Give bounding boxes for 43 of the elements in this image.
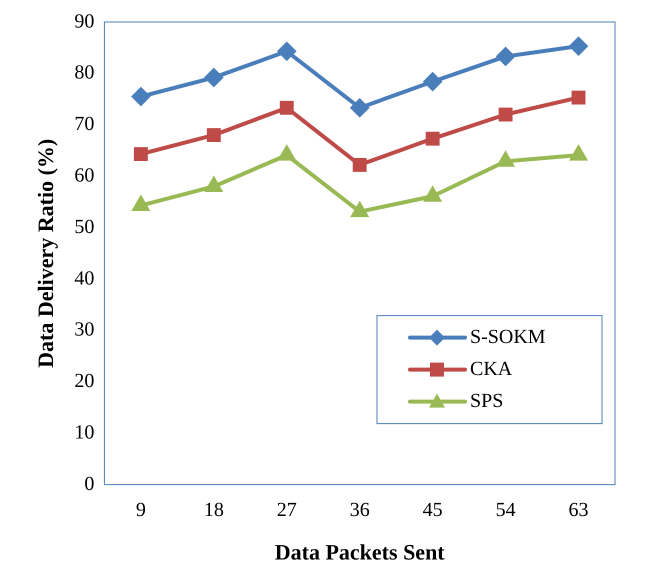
x-tick-label: 45 — [422, 498, 443, 521]
y-tick-label: 0 — [84, 472, 94, 495]
point — [426, 132, 440, 146]
point — [572, 90, 586, 105]
point — [206, 177, 222, 192]
point — [498, 108, 513, 122]
point — [132, 196, 149, 211]
y-tick-label: 10 — [74, 421, 94, 444]
point — [424, 72, 442, 91]
point — [498, 152, 514, 167]
y-tick-label: 70 — [74, 113, 94, 136]
x-tick-label: 36 — [350, 498, 370, 521]
y-tick-label: 90 — [74, 10, 94, 32]
point — [206, 128, 221, 142]
x-axis-title: Data Packets Sent — [274, 539, 446, 564]
x-tick-label: 9 — [136, 498, 146, 521]
point — [570, 37, 588, 56]
x-tick-label: 27 — [276, 498, 297, 521]
x-tick-label: 54 — [496, 498, 516, 521]
y-tick-label: 40 — [74, 267, 94, 290]
point — [132, 88, 150, 106]
legend-label: S-SOKM — [470, 326, 546, 348]
point — [352, 158, 367, 172]
legend-label: CKA — [470, 358, 513, 380]
point — [496, 47, 515, 66]
point — [424, 187, 441, 202]
point — [204, 68, 223, 87]
y-axis-title: Data Delivery Ratio (%) — [32, 138, 58, 368]
y-tick-label: 60 — [74, 164, 94, 186]
legend-label: SPS — [470, 390, 504, 412]
y-tick-label: 80 — [74, 62, 94, 84]
y-tick-label: 20 — [74, 370, 94, 392]
x-tick-label: 63 — [568, 498, 589, 521]
point — [134, 147, 148, 162]
point — [570, 146, 587, 161]
point — [350, 98, 369, 117]
y-tick-label: 50 — [74, 216, 94, 238]
y-tick-label: 30 — [74, 318, 94, 341]
point — [278, 146, 295, 161]
x-tick-label: 18 — [204, 498, 224, 521]
point — [280, 100, 294, 115]
point — [352, 202, 368, 218]
point — [278, 42, 296, 60]
